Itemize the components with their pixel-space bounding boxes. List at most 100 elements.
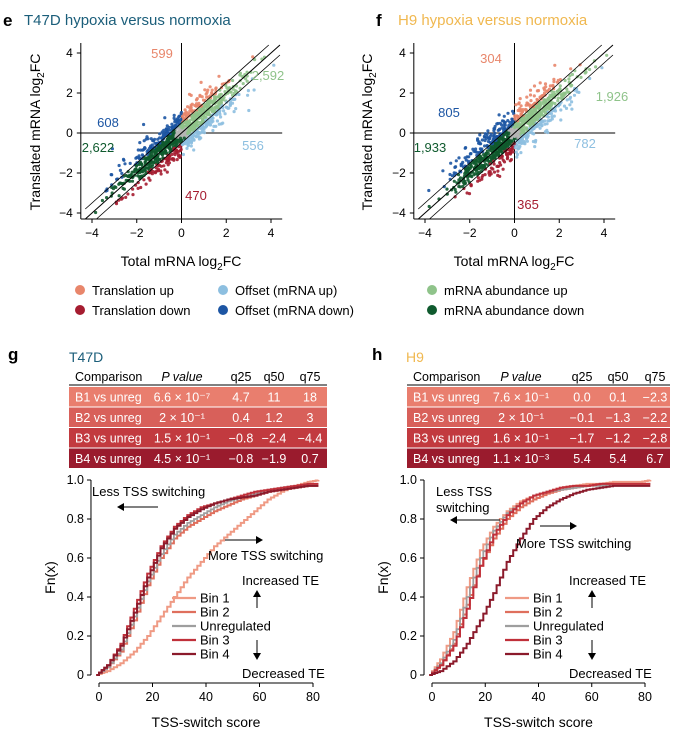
data-point: [467, 174, 471, 178]
data-point: [517, 130, 521, 134]
data-point: [539, 120, 543, 124]
data-point: [522, 116, 526, 120]
data-point: [556, 96, 560, 100]
data-point: [528, 88, 533, 92]
data-point: [199, 120, 203, 124]
data-point: [535, 115, 539, 119]
data-point: [454, 165, 458, 169]
table-header: Comparison: [413, 370, 480, 384]
data-point: [117, 182, 121, 186]
table-header: q50: [608, 370, 629, 384]
legend-swatch-translation-down: [75, 305, 85, 315]
data-point: [594, 65, 598, 69]
ecdf-plot-g: 0 20 40 60 80 0 0.2 0.4 0.6 0.8 1.0 TSS-switch scor…: [42, 473, 325, 730]
data-point: [179, 111, 183, 115]
data-point: [521, 119, 526, 123]
data-point: [156, 169, 160, 173]
table-cell: 4.7: [232, 391, 249, 405]
table-cell: 1.2: [265, 411, 282, 425]
data-point: [518, 97, 522, 101]
data-point: [143, 146, 147, 150]
data-point: [550, 93, 554, 97]
threshold-line-lower: [96, 54, 281, 220]
data-point: [197, 120, 201, 124]
data-point: [559, 100, 563, 104]
data-point: [156, 137, 160, 141]
table-cell: −2.8: [643, 432, 668, 446]
data-point: [548, 84, 553, 88]
data-point: [136, 181, 140, 185]
data-point: [541, 102, 546, 106]
data-point: [483, 173, 487, 177]
table-cell: −2.2: [643, 411, 668, 425]
data-point: [185, 146, 189, 150]
data-point: [154, 157, 158, 161]
x-tick-label: 80: [306, 690, 320, 704]
table-cell: −0.8: [229, 452, 254, 466]
x-tick-label: −4: [418, 226, 432, 240]
data-point: [173, 118, 177, 122]
legend-label-translation-down: Translation down: [92, 303, 191, 318]
data-point: [498, 133, 502, 137]
legend-swatch-offset-up: [218, 285, 228, 295]
data-point: [194, 98, 199, 102]
table-cell: 1.1 × 10⁻³: [493, 452, 549, 466]
count-label-translation-up: 304: [480, 51, 502, 66]
data-point: [532, 94, 536, 98]
data-point: [483, 138, 487, 143]
data-point: [113, 185, 117, 189]
data-point: [177, 118, 181, 122]
data-point: [519, 151, 523, 155]
data-point: [505, 157, 509, 161]
table-cell: B2 vs unreg: [413, 411, 480, 425]
data-point: [201, 98, 206, 102]
y-tick-label: 0.6: [67, 551, 84, 565]
data-point: [201, 106, 206, 110]
data-point: [461, 160, 465, 164]
data-point: [490, 142, 494, 146]
data-point: [165, 159, 169, 163]
data-point: [509, 139, 513, 143]
data-point: [145, 152, 149, 156]
x-tick-label: 0: [96, 690, 103, 704]
data-point: [474, 159, 478, 163]
data-point: [545, 104, 549, 108]
annotation-decreased-te: Decreased TE: [569, 666, 652, 681]
data-point: [139, 162, 144, 166]
data-point: [187, 129, 192, 133]
data-point: [461, 184, 465, 188]
data-point: [156, 164, 160, 168]
data-point: [165, 124, 169, 128]
data-point: [131, 193, 135, 197]
data-point: [568, 95, 573, 99]
arrow-down-head: [588, 653, 596, 660]
data-point: [252, 88, 256, 92]
x-tick-label: 2: [556, 226, 563, 240]
data-point: [492, 133, 496, 137]
data-point: [494, 138, 498, 142]
data-point: [211, 128, 215, 133]
data-point: [162, 164, 166, 168]
data-point: [208, 85, 212, 89]
data-point: [605, 53, 609, 57]
x-tick-label: 20: [478, 690, 492, 704]
data-point: [120, 175, 124, 179]
data-point: [183, 108, 187, 112]
data-point: [530, 131, 535, 135]
data-point: [128, 175, 132, 179]
x-tick-label: −2: [463, 226, 477, 240]
data-point: [180, 126, 184, 130]
data-point: [488, 136, 492, 141]
data-point: [543, 119, 547, 123]
data-point: [499, 136, 503, 140]
table-row: [407, 407, 670, 427]
panel-g-letter: g: [8, 345, 18, 364]
legend-label-abundance-up: mRNA abundance up: [444, 283, 568, 298]
data-point: [142, 178, 146, 182]
y-tick-label: 0: [410, 668, 417, 682]
data-point: [572, 93, 577, 97]
data-point: [155, 148, 159, 152]
data-point: [181, 123, 185, 127]
data-point: [149, 144, 153, 148]
data-point: [542, 86, 546, 90]
